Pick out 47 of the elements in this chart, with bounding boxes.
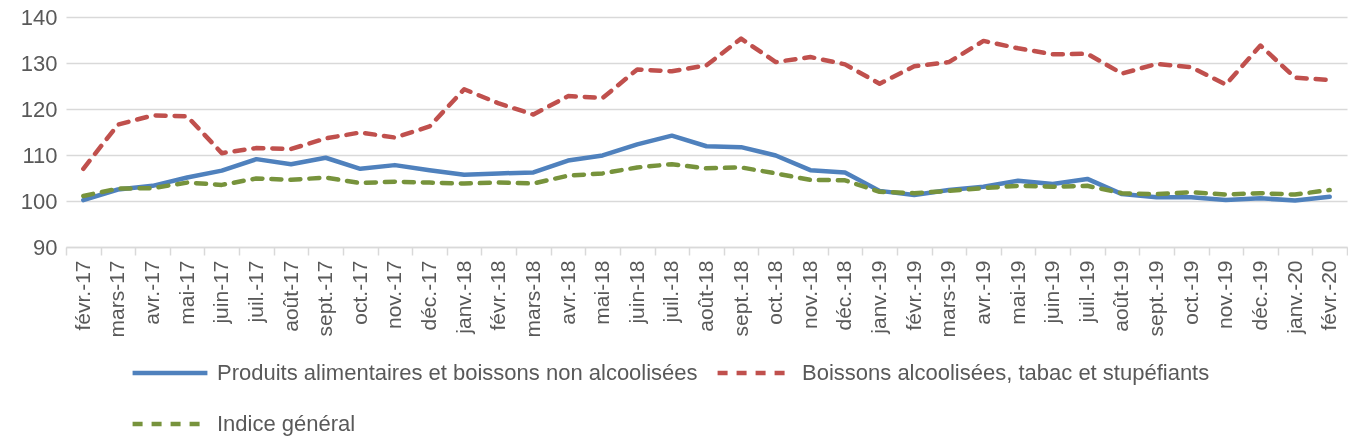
x-tick-label: déc.-17 [417,260,441,331]
x-tick-label: mai-17 [174,260,198,325]
x-tick-label: juil.-19 [1074,260,1098,324]
legend-label: Produits alimentaires et boissons non alcoolisées [217,360,698,385]
x-tick-label: nov.-19 [1213,260,1237,329]
x-tick-label: janv.-18 [451,260,475,335]
x-tick-label: déc.-19 [1247,260,1271,331]
y-tick-label: 120 [20,96,58,122]
legend-label: Indice général [217,411,356,436]
x-tick-label: avr.-19 [970,260,994,325]
x-tick-label: févr.-17 [70,260,94,331]
x-tick-label: juil.-18 [659,260,683,324]
x-tick-label: oct.-19 [1178,260,1202,325]
legend-label: Boissons alcoolisées, tabac et stupéfiants [802,360,1210,385]
x-tick-label: janv.-20 [1282,260,1306,335]
x-tick-label: juin-17 [209,260,233,325]
x-tick-label: juin-19 [1040,260,1064,325]
x-tick-label: juin-18 [624,260,648,325]
x-tick-label: févr.-20 [1317,260,1341,331]
x-tick-label: sept.-17 [313,260,337,337]
x-tick-label: mars-18 [520,260,544,338]
x-tick-label: nov.-17 [382,260,406,329]
x-tick-label: avr.-17 [140,260,164,325]
y-tick-label: 130 [20,50,58,76]
x-tick-label: oct.-17 [347,260,371,325]
x-tick-label: août-19 [1109,260,1133,332]
x-tick-label: mai-19 [1005,260,1029,325]
y-tick-label: 140 [20,4,58,30]
x-tick-label: mai-18 [590,260,614,325]
y-tick-label: 110 [22,142,58,168]
y-tick-label: 90 [33,234,58,260]
x-tick-label: déc.-18 [832,260,856,331]
y-tick-label: 100 [20,188,58,214]
line-series [81,161,1332,199]
x-tick-label: mars-17 [105,260,129,338]
x-tick-label: sept.-19 [1144,260,1168,337]
x-tick-label: janv.-19 [867,260,891,335]
x-tick-label: mars-19 [936,260,960,338]
x-tick-label: août-17 [278,260,302,332]
x-tick-label: oct.-18 [763,260,787,325]
x-tick-label: févr.-19 [901,260,925,331]
x-tick-label: avr.-18 [555,260,579,325]
x-tick-label: nov.-18 [797,260,821,329]
x-tick-label: févr.-18 [486,260,510,331]
x-tick-label: août-18 [694,260,717,332]
x-tick-label: sept.-18 [728,260,752,337]
x-tick-label: juil.-17 [243,260,267,324]
